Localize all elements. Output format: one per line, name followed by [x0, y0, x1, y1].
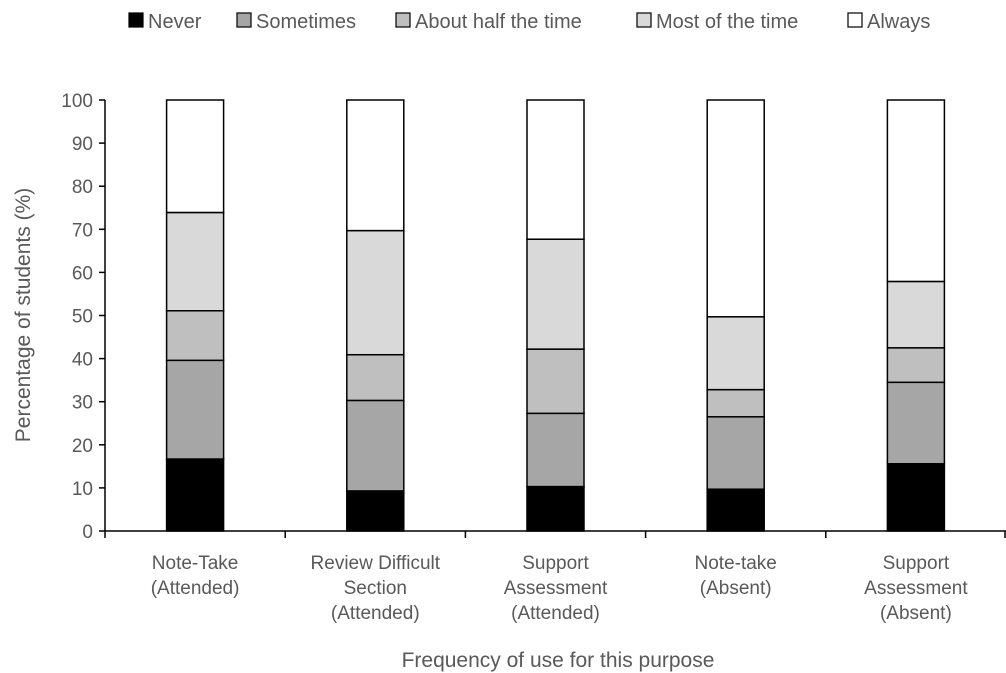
bar-segment-2-1 [526, 412, 585, 488]
x-tick-label-3-0: Note-take [695, 553, 777, 574]
legend-label-3: Most of the time [656, 11, 798, 33]
y-tick-label-70: 70 [72, 220, 93, 241]
x-axis: Note-Take (Attended) Review Difficult Secti… [104, 530, 1006, 624]
legend-label-0: Never [148, 11, 202, 33]
bar-segment-4-0 [886, 463, 946, 532]
x-tick-label-0-0: Note-Take [152, 553, 239, 574]
bar-segment-3-2 [706, 388, 765, 418]
bar-segment-2-0 [526, 485, 585, 532]
x-axis-title: Frequency of use for this purpose [402, 649, 715, 672]
x-tick-label-3-1: (Absent) [700, 578, 772, 599]
y-tick-label-50: 50 [72, 307, 93, 328]
bar-segment-4-4 [886, 99, 946, 283]
legend-swatch-4 [847, 12, 863, 28]
bar-segment-0-2 [165, 310, 225, 362]
bar-segment-1-1 [346, 399, 405, 492]
bar-segment-2-2 [526, 348, 585, 415]
legend-swatch-1 [236, 12, 252, 28]
x-tick-label-4-0: Support [883, 553, 950, 574]
bar-segment-3-1 [706, 416, 765, 490]
bars [165, 99, 946, 532]
bar-segment-0-1 [165, 359, 225, 460]
y-tick-label-90: 90 [72, 134, 93, 155]
legend: Never Sometimes About half the time Most of… [128, 11, 930, 33]
legend-label-2: About half the time [415, 11, 582, 33]
legend-swatch-0 [128, 12, 144, 28]
bar-segment-4-2 [886, 347, 946, 384]
bar-segment-3-0 [706, 488, 765, 532]
bar-segment-2-4 [526, 99, 585, 240]
x-tick-label-1-0: Review Difficult [311, 553, 441, 574]
bar-segment-2-3 [526, 238, 585, 350]
x-tick-label-1-2: (Attended) [331, 603, 420, 624]
bar-segment-4-1 [886, 381, 946, 465]
y-tick-label-10: 10 [72, 479, 93, 500]
bar-segment-0-3 [165, 211, 225, 312]
bar-segment-3-3 [706, 316, 765, 391]
x-tick-label-2-1: Assessment [504, 578, 608, 599]
bar-segment-0-4 [165, 99, 225, 214]
bar-segment-4-3 [886, 280, 946, 349]
x-tick-label-4-2: (Absent) [880, 603, 952, 624]
legend-swatch-3 [636, 12, 652, 28]
y-tick-label-80: 80 [72, 177, 93, 198]
bar-segment-1-3 [346, 229, 405, 356]
bar-segment-1-2 [346, 353, 405, 402]
x-tick-label-0-1: (Attended) [151, 578, 240, 599]
bar-segment-0-0 [165, 458, 225, 532]
bar-segment-1-0 [346, 490, 405, 532]
y-tick-label-30: 30 [72, 393, 93, 414]
y-tick-label-0: 0 [82, 522, 93, 543]
legend-label-4: Always [867, 11, 930, 33]
y-tick-label-40: 40 [72, 350, 93, 371]
x-tick-label-1-1: Section [344, 578, 407, 599]
y-axis: 0 10 20 30 40 50 60 70 80 90 100 [61, 91, 106, 543]
y-axis-title: Percentage of students (%) [12, 188, 35, 442]
y-tick-label-20: 20 [72, 436, 93, 457]
y-tick-label-100: 100 [61, 91, 93, 112]
bar-segment-1-4 [346, 99, 405, 232]
legend-label-1: Sometimes [256, 11, 356, 33]
x-tick-label-4-1: Assessment [864, 578, 968, 599]
x-tick-label-2-0: Support [522, 553, 589, 574]
bar-segment-3-4 [706, 99, 765, 318]
x-tick-label-2-2: (Attended) [511, 603, 600, 624]
legend-swatch-2 [395, 12, 411, 28]
y-tick-label-60: 60 [72, 263, 93, 284]
